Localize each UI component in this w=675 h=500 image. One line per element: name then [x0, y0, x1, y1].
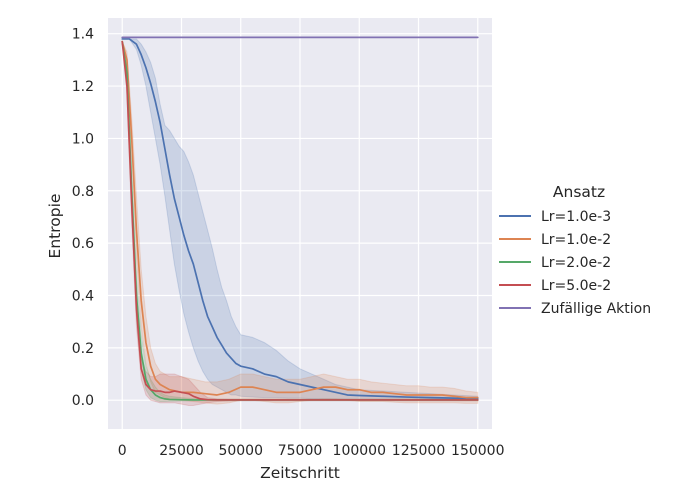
- series-line: [121, 38, 479, 400]
- y-tick-label: 0.8: [72, 184, 94, 200]
- y-tick-label: 1.4: [72, 27, 94, 43]
- y-tick-label: 0.4: [72, 288, 94, 304]
- legend-title: Ansatz: [553, 183, 605, 201]
- series-line: [121, 40, 479, 399]
- legend-label: Lr=1.0e-3: [541, 209, 611, 225]
- y-tick-label: 1.0: [72, 131, 94, 147]
- legend-label: Lr=2.0e-2: [541, 255, 611, 271]
- y-tick-labels: 0.0 0.2 0.4 0.6 0.8 1.0 1.2 1.4: [72, 27, 94, 409]
- y-tick-label: 1.2: [72, 79, 94, 95]
- y-tick-label: 0.0: [72, 393, 94, 409]
- y-axis-label: Entropie: [46, 194, 64, 259]
- series-lines: [121, 36, 479, 401]
- legend-label: Lr=5.0e-2: [541, 278, 611, 294]
- legend-label: Lr=1.0e-2: [541, 232, 611, 248]
- legend: Ansatz Lr=1.0e-3 Lr=1.0e-2 Lr=2.0e-2 Lr=5.0…: [499, 183, 651, 317]
- x-tick-label: 50000: [218, 443, 263, 459]
- x-tick-label: 100000: [333, 443, 386, 459]
- y-tick-label: 0.6: [72, 236, 94, 252]
- x-tick-label: 0: [118, 443, 127, 459]
- series-line: [121, 40, 479, 401]
- x-tick-label: 75000: [278, 443, 323, 459]
- legend-label: Zufällige Aktion: [541, 301, 651, 317]
- x-axis-label: Zeitschritt: [260, 464, 340, 482]
- x-tick-label: 150000: [451, 443, 504, 459]
- x-tick-label: 125000: [392, 443, 445, 459]
- x-tick-label: 25000: [159, 443, 204, 459]
- y-tick-label: 0.2: [72, 341, 94, 357]
- x-tick-labels: 0 25000 50000 75000 100000 125000 150000: [118, 443, 505, 459]
